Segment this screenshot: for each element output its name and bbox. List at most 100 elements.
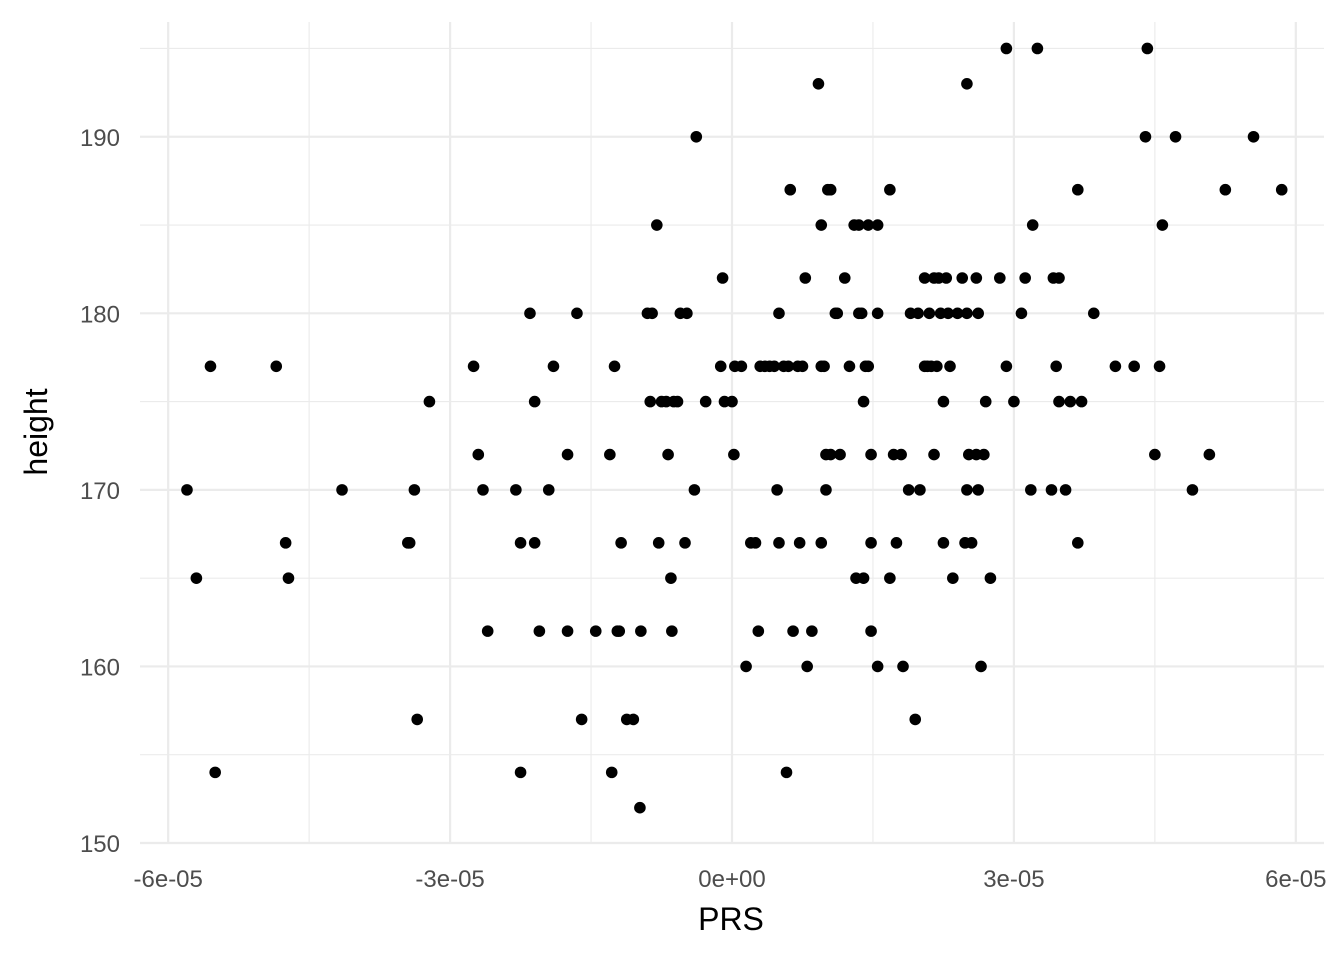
data-point — [1072, 183, 1084, 196]
data-point — [818, 360, 830, 373]
data-point — [961, 484, 973, 496]
data-point — [1064, 395, 1077, 408]
data-point — [1169, 130, 1182, 143]
data-point — [571, 307, 583, 320]
data-point — [1087, 307, 1100, 320]
data-point — [853, 219, 865, 231]
data-point — [937, 395, 950, 408]
data-point — [909, 713, 922, 726]
data-point — [1156, 219, 1169, 231]
data-point — [937, 537, 950, 549]
x-tick-label: 6e-05 — [1265, 866, 1326, 893]
y-tick-label: 190 — [80, 125, 120, 152]
data-point — [787, 625, 799, 637]
data-point — [728, 448, 740, 461]
y-tick-label: 180 — [80, 301, 120, 328]
data-point — [947, 572, 959, 584]
data-point — [768, 360, 781, 373]
data-point — [799, 272, 812, 284]
data-point — [547, 360, 560, 373]
data-point — [270, 360, 283, 373]
x-axis-title: PRS — [698, 901, 764, 937]
data-point — [282, 572, 295, 584]
data-point — [918, 272, 931, 284]
data-point — [1025, 484, 1037, 496]
data-point — [740, 660, 752, 673]
data-point — [773, 307, 785, 320]
data-point — [477, 484, 489, 496]
data-point — [1053, 272, 1065, 284]
data-point — [970, 272, 983, 284]
data-point — [771, 484, 783, 496]
data-point — [608, 360, 621, 373]
data-point — [956, 272, 969, 284]
data-point — [972, 484, 984, 496]
data-point — [627, 713, 640, 726]
data-point — [1149, 448, 1161, 461]
data-point — [1053, 395, 1065, 408]
data-point — [975, 660, 987, 673]
data-point — [923, 307, 936, 320]
data-point — [815, 537, 828, 549]
data-point — [524, 307, 536, 320]
data-point — [589, 625, 602, 637]
data-point — [1219, 183, 1232, 196]
data-point — [793, 537, 806, 549]
data-point — [865, 448, 877, 461]
data-point — [1019, 272, 1031, 284]
data-point — [940, 272, 953, 284]
data-point — [773, 537, 785, 549]
data-point — [605, 766, 618, 779]
data-point — [780, 766, 793, 779]
x-axis-tick-labels: -6e-05 -3e-05 0e+00 3e-05 6e-05 — [134, 866, 1327, 893]
y-tick-label: 150 — [80, 831, 120, 858]
data-point — [796, 360, 809, 373]
data-point — [467, 360, 480, 373]
data-point — [1139, 130, 1152, 143]
data-point — [1000, 360, 1013, 373]
data-point — [481, 625, 494, 637]
data-point — [843, 360, 856, 373]
data-point — [1247, 130, 1260, 143]
data-point — [1045, 484, 1058, 496]
x-tick-label: -3e-05 — [415, 866, 484, 893]
data-point — [895, 448, 907, 461]
data-point — [423, 395, 436, 408]
data-point — [528, 395, 541, 408]
data-point — [862, 219, 875, 231]
data-point — [514, 766, 527, 779]
data-point — [735, 360, 748, 373]
data-point — [812, 77, 825, 90]
data-point — [561, 448, 574, 461]
data-point — [931, 360, 943, 373]
data-point — [1141, 42, 1154, 55]
data-point — [542, 484, 555, 496]
data-point — [1128, 360, 1140, 373]
data-point — [944, 360, 956, 373]
data-point — [181, 484, 193, 496]
data-point — [897, 660, 909, 673]
data-point — [824, 183, 837, 196]
data-point — [510, 484, 522, 496]
data-point — [1015, 307, 1028, 320]
data-point — [651, 219, 663, 231]
y-axis-title: height — [18, 388, 54, 475]
data-point — [961, 77, 973, 90]
data-point — [806, 625, 818, 637]
data-point — [666, 625, 678, 637]
data-point — [1008, 395, 1020, 408]
data-point — [965, 537, 978, 549]
data-point — [204, 360, 217, 373]
x-tick-label: 0e+00 — [698, 866, 765, 893]
data-point — [902, 484, 915, 496]
data-point — [1026, 219, 1039, 231]
data-point — [865, 625, 877, 637]
data-point — [782, 360, 795, 373]
data-point — [681, 307, 693, 320]
data-point — [561, 625, 574, 637]
data-point — [690, 130, 703, 143]
data-point — [890, 537, 903, 549]
data-point — [1000, 42, 1013, 55]
data-point — [838, 272, 851, 284]
data-point — [1275, 183, 1288, 196]
